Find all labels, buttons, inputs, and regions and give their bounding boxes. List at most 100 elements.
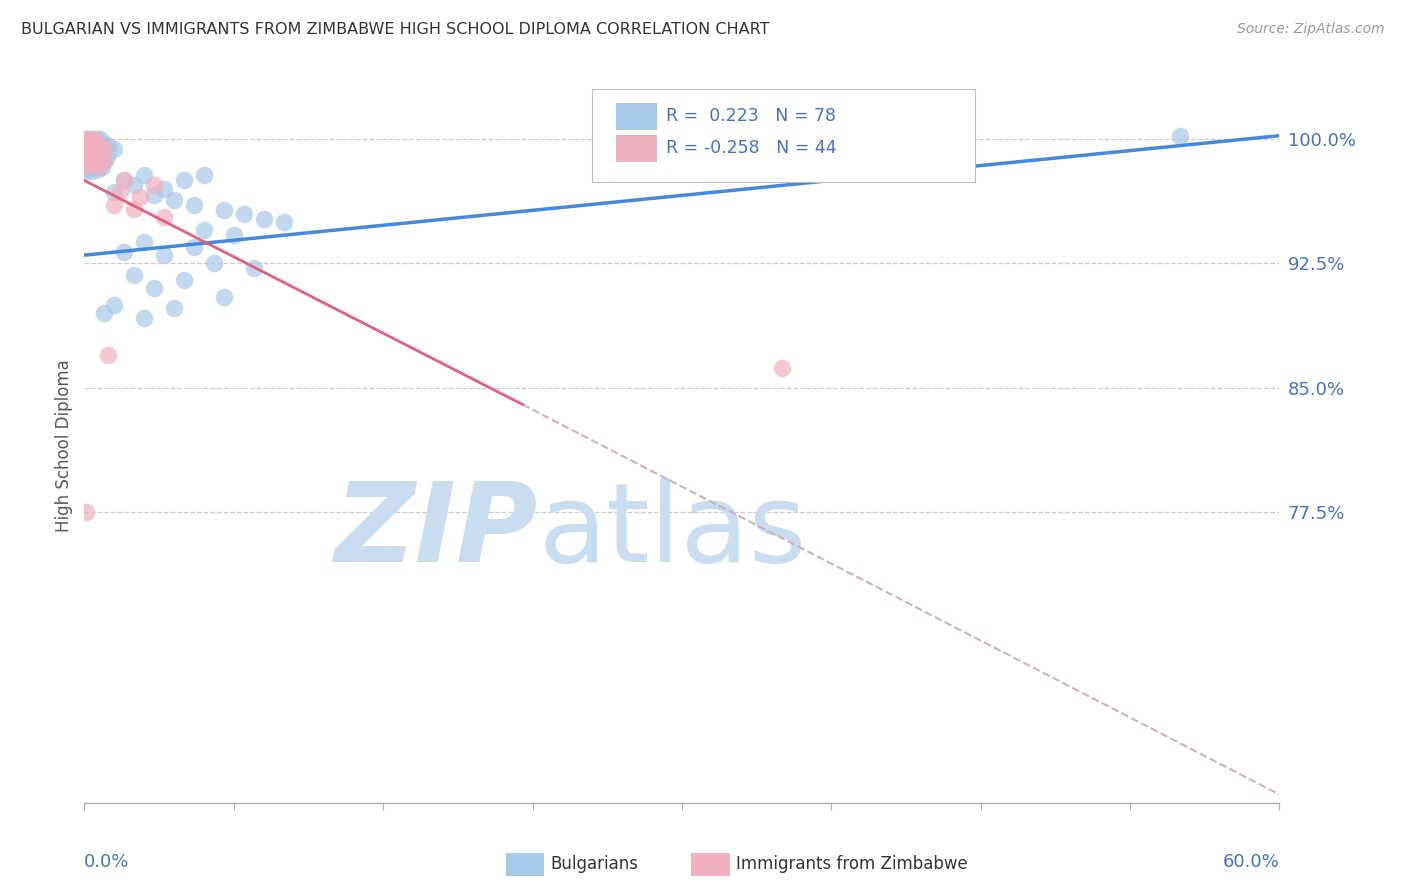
Point [79, 150, 101, 164]
Point [153, 210, 176, 224]
Point [75, 153, 97, 168]
Point [89, 145, 111, 160]
Point [242, 261, 264, 276]
Point [89, 140, 111, 154]
Point [79, 132, 101, 146]
Point [86, 136, 108, 150]
FancyBboxPatch shape [692, 853, 730, 876]
Point [86, 145, 108, 160]
Point [86, 147, 108, 161]
FancyBboxPatch shape [506, 853, 544, 876]
Text: BULGARIAN VS IMMIGRANTS FROM ZIMBABWE HIGH SCHOOL DIPLOMA CORRELATION CHART: BULGARIAN VS IMMIGRANTS FROM ZIMBABWE HI… [21, 22, 769, 37]
Point [79, 144, 101, 158]
Point [75, 147, 97, 161]
Point [86, 138, 108, 153]
Point [173, 273, 195, 287]
Point [183, 240, 205, 254]
Point [77, 159, 100, 173]
Point [253, 211, 276, 226]
Point [82, 140, 104, 154]
Point [93, 136, 115, 151]
Point [75, 159, 97, 173]
Point [82, 138, 104, 153]
Point [97, 348, 120, 362]
Point [103, 198, 125, 212]
Point [82, 148, 104, 162]
Point [143, 178, 166, 193]
Point [86, 155, 108, 169]
Point [77, 138, 100, 153]
Point [87, 150, 110, 164]
Point [75, 142, 97, 156]
Point [77, 147, 100, 161]
Point [77, 140, 100, 154]
Point [77, 157, 100, 171]
Point [232, 207, 254, 221]
Point [83, 132, 105, 146]
Point [110, 185, 132, 199]
Point [75, 505, 97, 519]
Point [87, 140, 110, 154]
Point [91, 160, 114, 174]
Point [75, 132, 97, 146]
Point [103, 185, 125, 199]
Point [143, 281, 166, 295]
Point [77, 155, 100, 169]
Point [77, 136, 100, 150]
Point [163, 194, 186, 208]
Point [79, 145, 101, 160]
Point [770, 361, 793, 376]
Point [77, 142, 100, 156]
Text: R =  0.223   N = 78: R = 0.223 N = 78 [666, 107, 837, 125]
Point [132, 311, 156, 326]
Point [83, 144, 105, 158]
Point [173, 173, 195, 187]
Point [87, 150, 110, 164]
Point [132, 169, 156, 183]
Point [222, 228, 245, 243]
Text: 60.0%: 60.0% [1223, 853, 1279, 871]
Point [103, 298, 125, 312]
Point [83, 152, 105, 166]
Point [122, 178, 145, 193]
Point [212, 290, 235, 304]
Point [89, 138, 111, 153]
Text: 0.0%: 0.0% [84, 853, 129, 871]
Point [153, 182, 176, 196]
Point [75, 157, 97, 171]
Point [77, 161, 100, 176]
Point [83, 159, 105, 173]
Point [77, 152, 100, 166]
Point [75, 152, 97, 166]
Point [77, 145, 100, 160]
Point [82, 147, 104, 161]
Point [75, 148, 97, 162]
Point [163, 301, 186, 316]
Point [83, 152, 105, 166]
Point [193, 169, 215, 183]
Point [86, 132, 108, 146]
Point [83, 142, 105, 156]
Point [97, 138, 120, 153]
Point [75, 140, 97, 154]
Point [91, 144, 114, 158]
Point [122, 202, 145, 216]
Point [82, 153, 104, 168]
Point [83, 136, 105, 150]
Point [132, 235, 156, 249]
Point [82, 157, 104, 171]
Point [193, 223, 215, 237]
Point [86, 157, 108, 171]
Text: Source: ZipAtlas.com: Source: ZipAtlas.com [1237, 22, 1385, 37]
FancyBboxPatch shape [616, 103, 657, 130]
Point [1168, 128, 1191, 143]
Point [75, 144, 97, 158]
Point [91, 148, 114, 162]
Point [153, 248, 176, 262]
Point [87, 161, 110, 176]
Point [129, 190, 152, 204]
Point [89, 155, 111, 169]
Text: R = -0.258   N = 44: R = -0.258 N = 44 [666, 139, 837, 157]
Point [77, 150, 100, 164]
Point [96, 152, 118, 166]
